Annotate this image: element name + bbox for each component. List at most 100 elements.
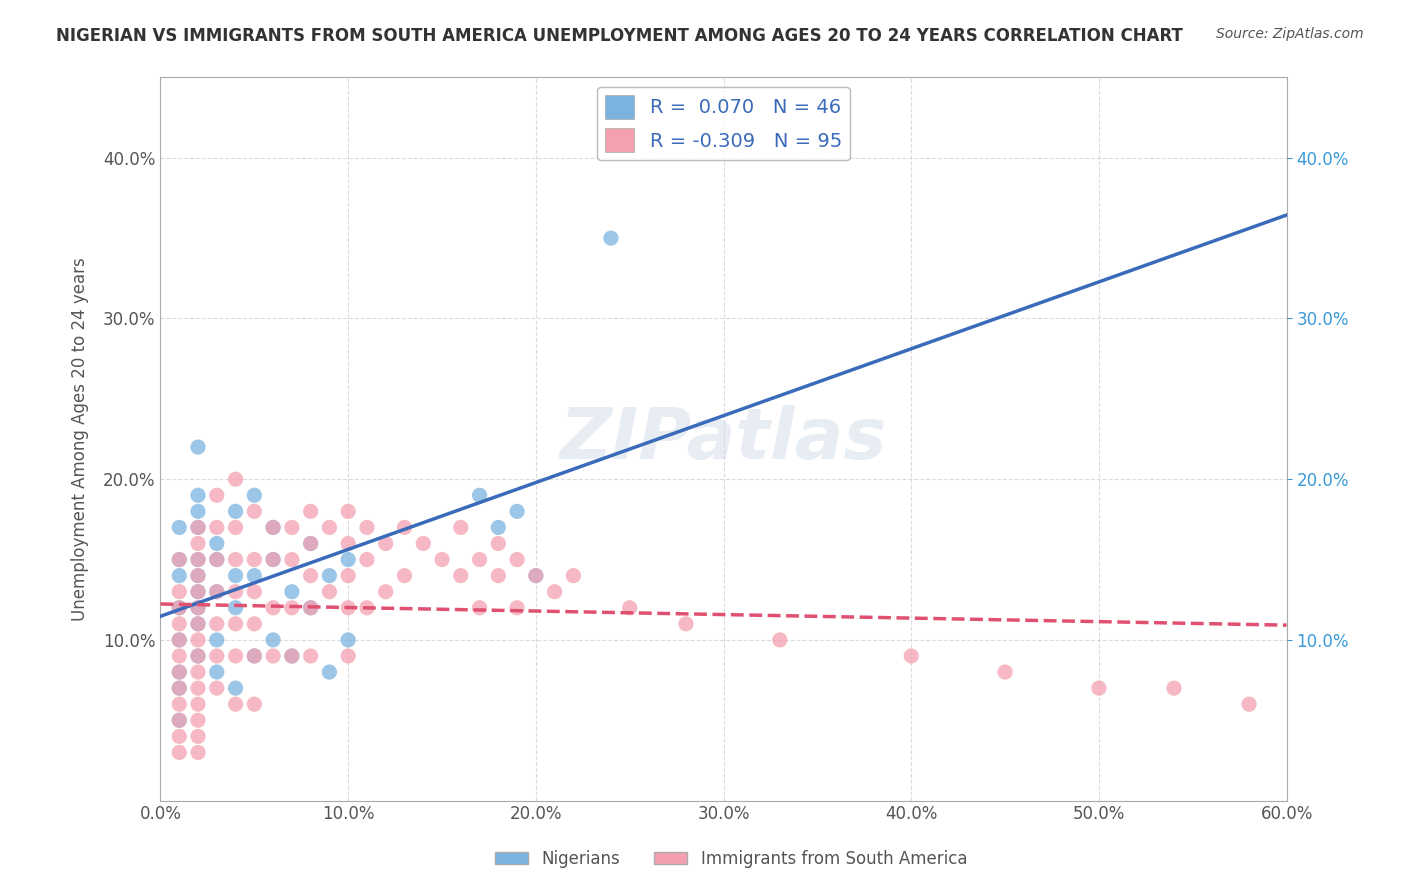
- Point: [281, 600, 304, 615]
- Point: [205, 520, 228, 534]
- Point: [167, 568, 190, 582]
- Point: [225, 568, 247, 582]
- Point: [243, 648, 266, 663]
- Point: [225, 504, 247, 518]
- Point: [337, 648, 360, 663]
- Point: [299, 536, 322, 550]
- Point: [187, 746, 209, 760]
- Point: [506, 504, 529, 518]
- Point: [600, 231, 623, 245]
- Point: [205, 536, 228, 550]
- Point: [262, 632, 284, 647]
- Point: [167, 520, 190, 534]
- Point: [262, 600, 284, 615]
- Point: [337, 632, 360, 647]
- Point: [374, 584, 396, 599]
- Point: [262, 648, 284, 663]
- Point: [187, 713, 209, 727]
- Point: [167, 648, 190, 663]
- Point: [187, 648, 209, 663]
- Point: [187, 536, 209, 550]
- Point: [225, 552, 247, 566]
- Point: [281, 648, 304, 663]
- Point: [337, 504, 360, 518]
- Point: [318, 520, 340, 534]
- Point: [205, 648, 228, 663]
- Point: [337, 568, 360, 582]
- Point: [187, 600, 209, 615]
- Point: [187, 488, 209, 502]
- Point: [769, 632, 792, 647]
- Point: [281, 520, 304, 534]
- Point: [356, 520, 378, 534]
- Point: [205, 552, 228, 566]
- Point: [225, 681, 247, 695]
- Point: [486, 536, 509, 550]
- Point: [187, 681, 209, 695]
- Point: [225, 472, 247, 486]
- Point: [468, 488, 491, 502]
- Point: [318, 568, 340, 582]
- Point: [299, 600, 322, 615]
- Point: [412, 536, 434, 550]
- Point: [675, 616, 697, 631]
- Point: [543, 584, 565, 599]
- Point: [243, 488, 266, 502]
- Point: [205, 632, 228, 647]
- Point: [167, 632, 190, 647]
- Point: [262, 552, 284, 566]
- Point: [205, 584, 228, 599]
- Point: [243, 568, 266, 582]
- Text: Source: ZipAtlas.com: Source: ZipAtlas.com: [1216, 27, 1364, 41]
- Point: [187, 697, 209, 711]
- Point: [205, 584, 228, 599]
- Point: [225, 697, 247, 711]
- Point: [167, 552, 190, 566]
- Point: [187, 665, 209, 679]
- Point: [205, 552, 228, 566]
- Point: [243, 697, 266, 711]
- Point: [1237, 697, 1260, 711]
- Point: [167, 584, 190, 599]
- Point: [187, 552, 209, 566]
- Point: [262, 520, 284, 534]
- Point: [187, 520, 209, 534]
- Point: [243, 616, 266, 631]
- Point: [262, 520, 284, 534]
- Point: [1088, 681, 1111, 695]
- Point: [205, 488, 228, 502]
- Point: [619, 600, 641, 615]
- Point: [205, 616, 228, 631]
- Point: [167, 600, 190, 615]
- Point: [225, 520, 247, 534]
- Point: [243, 648, 266, 663]
- Point: [167, 697, 190, 711]
- Point: [299, 648, 322, 663]
- Point: [167, 665, 190, 679]
- Point: [299, 504, 322, 518]
- Point: [187, 520, 209, 534]
- Point: [318, 665, 340, 679]
- Point: [486, 568, 509, 582]
- Legend: Nigerians, Immigrants from South America: Nigerians, Immigrants from South America: [488, 844, 974, 875]
- Point: [243, 552, 266, 566]
- Point: [356, 600, 378, 615]
- Point: [187, 552, 209, 566]
- Point: [243, 504, 266, 518]
- Point: [187, 600, 209, 615]
- Point: [167, 746, 190, 760]
- Point: [299, 600, 322, 615]
- Point: [187, 568, 209, 582]
- Point: [994, 665, 1017, 679]
- Y-axis label: Unemployment Among Ages 20 to 24 years: Unemployment Among Ages 20 to 24 years: [72, 257, 89, 621]
- Point: [167, 600, 190, 615]
- Point: [167, 552, 190, 566]
- Point: [337, 536, 360, 550]
- Point: [205, 665, 228, 679]
- Point: [524, 568, 547, 582]
- Point: [187, 648, 209, 663]
- Point: [187, 632, 209, 647]
- Point: [394, 568, 416, 582]
- Point: [374, 536, 396, 550]
- Point: [167, 729, 190, 743]
